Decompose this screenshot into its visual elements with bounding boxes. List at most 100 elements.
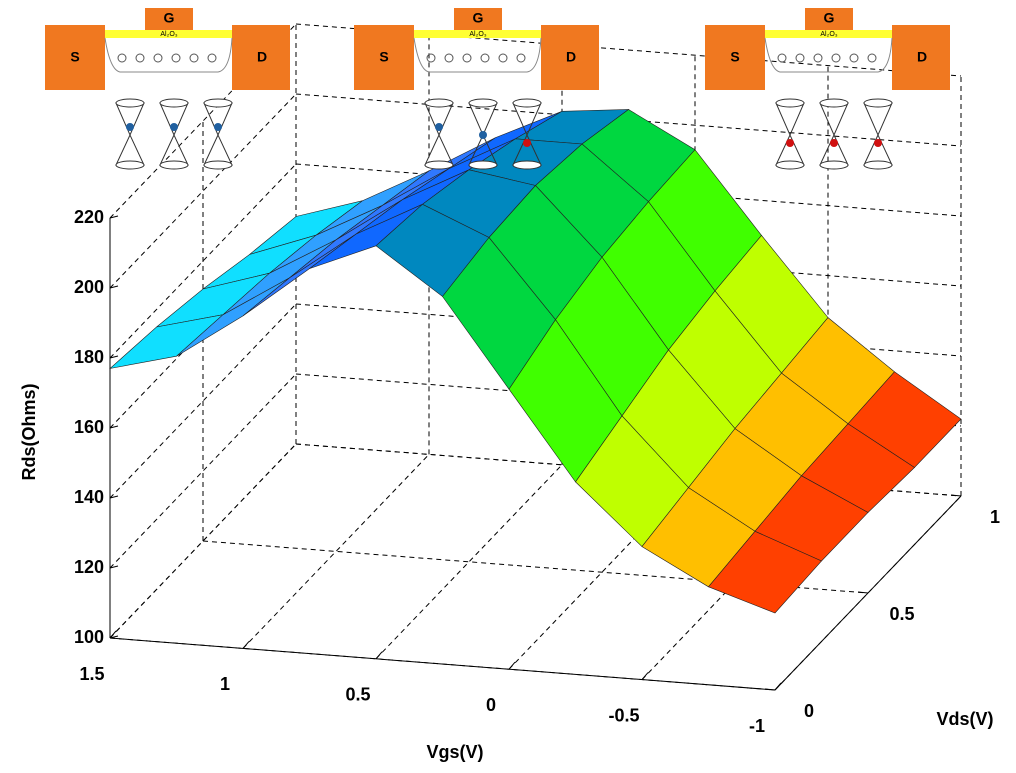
fermi-level — [435, 123, 443, 131]
fermi-level — [214, 123, 222, 131]
x-axis-label: Vgs(V) — [426, 742, 483, 762]
source-label: S — [730, 49, 739, 65]
tick-mark — [508, 661, 516, 670]
charge — [498, 53, 508, 63]
surface-patch — [708, 530, 822, 614]
cone-rim — [159, 160, 189, 170]
charge — [777, 53, 787, 63]
z-tick-label: 160 — [74, 417, 104, 437]
fermi-level — [830, 139, 838, 147]
cone-rim — [424, 98, 454, 108]
charge — [189, 53, 199, 63]
y-tick-label: 0 — [804, 701, 814, 721]
dirac-cone — [863, 102, 893, 166]
cone-rim — [115, 160, 145, 170]
gate — [145, 8, 193, 30]
drain — [541, 25, 599, 90]
cone-rim — [424, 160, 454, 170]
oxide-label: Al₂O₃ — [469, 31, 486, 38]
gate — [805, 8, 853, 30]
source — [354, 25, 414, 90]
charge — [117, 53, 127, 63]
channel — [104, 37, 233, 73]
charge — [426, 53, 436, 63]
axis-line — [109, 637, 776, 691]
x-tick-label: 0 — [486, 695, 496, 715]
device-inset: G Al₂O₃ S D — [705, 8, 950, 170]
source — [705, 25, 765, 90]
x-tick-label: 0.5 — [345, 685, 370, 705]
charge — [462, 53, 472, 63]
tick-mark — [109, 635, 119, 639]
tick-mark — [950, 494, 962, 497]
tick-mark — [774, 682, 782, 691]
gate — [454, 8, 502, 30]
y-tick-label: 1 — [990, 507, 1000, 527]
device-inset: G Al₂O₃ S D — [45, 8, 290, 170]
cone-rim — [512, 98, 542, 108]
source — [45, 25, 105, 90]
fermi-level — [523, 139, 531, 147]
fermi-level — [170, 123, 178, 131]
drain-label: D — [566, 49, 576, 65]
oxide-label: Al₂O₃ — [820, 31, 837, 38]
cone-rim — [159, 98, 189, 108]
drain-label: D — [917, 49, 927, 65]
grid-line — [242, 454, 430, 649]
cone-rim — [512, 160, 542, 170]
charge — [153, 53, 163, 63]
tick-mark — [109, 215, 119, 219]
cone-rim — [115, 98, 145, 108]
cone-rim — [775, 98, 805, 108]
fermi-level — [479, 131, 487, 139]
x-tick-label: 1 — [220, 674, 230, 694]
dirac-cone — [424, 102, 454, 166]
tick-mark — [109, 355, 119, 359]
tick-mark — [857, 591, 869, 594]
tick-mark — [109, 285, 119, 289]
cone-rim — [203, 160, 233, 170]
tick-mark — [109, 630, 117, 639]
cone-rim — [468, 98, 498, 108]
fermi-level — [786, 139, 794, 147]
charge — [795, 53, 805, 63]
y-tick-label: 0.5 — [889, 604, 914, 624]
gate-oxide — [414, 30, 542, 38]
z-tick-label: 120 — [74, 557, 104, 577]
tick-mark — [109, 565, 119, 569]
tick-mark — [109, 495, 119, 499]
cone-rim — [863, 160, 893, 170]
dirac-cone — [819, 102, 849, 166]
channel — [764, 37, 893, 73]
fermi-level — [126, 123, 134, 131]
gate-oxide — [105, 30, 233, 38]
gate-oxide — [765, 30, 893, 38]
z-tick-label: 220 — [74, 207, 104, 227]
charge — [831, 53, 841, 63]
dirac-cone — [159, 102, 189, 166]
dirac-cone — [775, 102, 805, 166]
tick-mark — [641, 672, 649, 680]
charge — [813, 53, 823, 63]
oxide-label: Al₂O₃ — [160, 31, 177, 38]
z-tick-label: 180 — [74, 347, 104, 367]
source-label: S — [70, 49, 79, 65]
channel — [413, 37, 542, 73]
charge — [849, 53, 859, 63]
x-tick-label: -0.5 — [608, 705, 639, 725]
source-label: S — [379, 49, 388, 65]
grid-line — [202, 540, 869, 594]
dirac-cone — [203, 102, 233, 166]
device-inset: G Al₂O₃ S D — [354, 8, 599, 170]
x-tick-label: 1.5 — [79, 664, 104, 684]
cone-rim — [775, 160, 805, 170]
gate-label: G — [824, 10, 835, 26]
z-tick-label: 140 — [74, 487, 104, 507]
z-tick-label: 200 — [74, 277, 104, 297]
drain — [892, 25, 950, 90]
charge — [480, 53, 490, 63]
cone-rim — [468, 160, 498, 170]
z-axis-label: Rds(Ohms) — [19, 383, 39, 480]
cone-rim — [863, 98, 893, 108]
z-tick-label: 100 — [74, 627, 104, 647]
